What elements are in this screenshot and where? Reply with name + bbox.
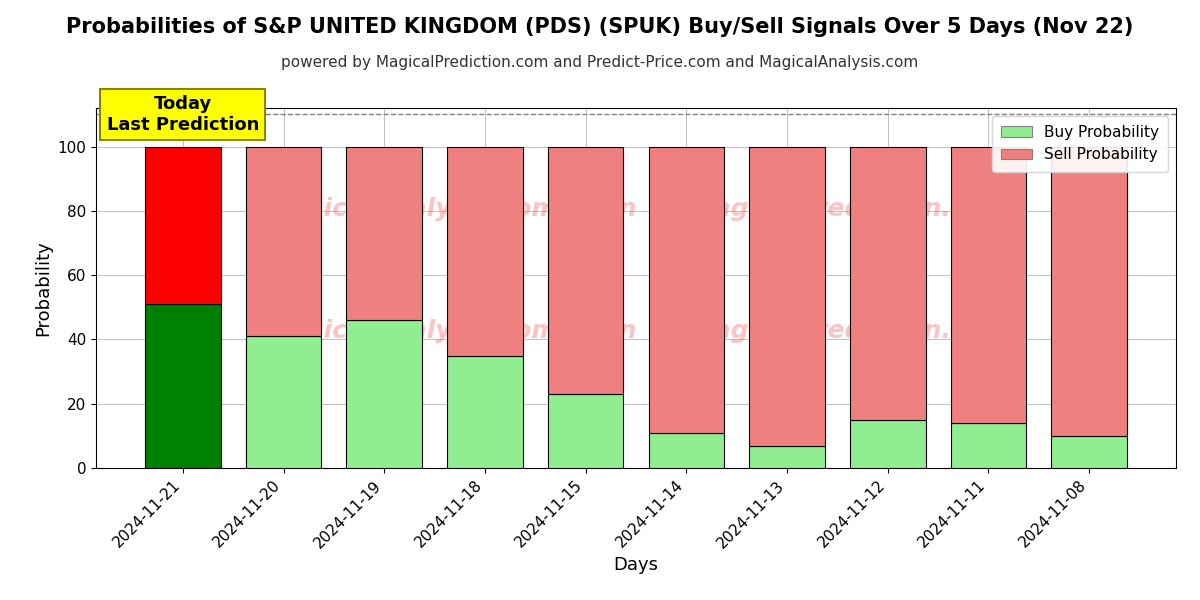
Bar (1051, 436, 1127, 468)
Bar (448, 146, 523, 355)
Text: powered by MagicalPrediction.com and Predict-Price.com and MagicalAnalysis.com: powered by MagicalPrediction.com and Pre… (281, 55, 919, 70)
Bar (246, 146, 322, 336)
Bar (246, 336, 322, 468)
Bar (448, 355, 523, 468)
Text: MagicalAnalysis.com       n      MagicalPrediction.com: MagicalAnalysis.com n MagicalPrediction.… (264, 197, 1008, 221)
Bar (347, 320, 422, 468)
Legend: Buy Probability, Sell Probability: Buy Probability, Sell Probability (992, 116, 1169, 172)
Bar (145, 304, 221, 468)
Bar (1051, 146, 1127, 436)
X-axis label: Days: Days (613, 556, 659, 574)
Bar (548, 146, 624, 394)
Bar (145, 146, 221, 304)
Bar (850, 420, 925, 468)
Text: Today
Last Prediction: Today Last Prediction (107, 95, 259, 134)
Bar (749, 146, 824, 445)
Bar (749, 445, 824, 468)
Text: MagicalAnalysis.com       n      MagicalPrediction.com: MagicalAnalysis.com n MagicalPrediction.… (264, 319, 1008, 343)
Bar (850, 146, 925, 420)
Bar (548, 394, 624, 468)
Bar (347, 146, 422, 320)
Y-axis label: Probability: Probability (34, 240, 52, 336)
Bar (648, 433, 724, 468)
Bar (950, 423, 1026, 468)
Bar (950, 146, 1026, 423)
Bar (648, 146, 724, 433)
Text: Probabilities of S&P UNITED KINGDOM (PDS) (SPUK) Buy/Sell Signals Over 5 Days (N: Probabilities of S&P UNITED KINGDOM (PDS… (66, 17, 1134, 37)
